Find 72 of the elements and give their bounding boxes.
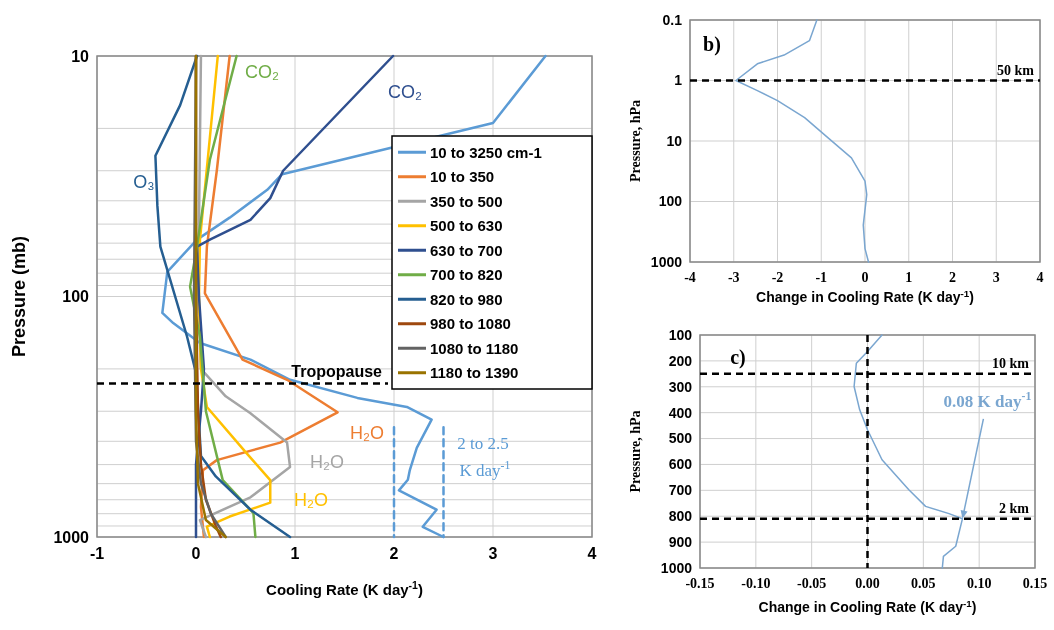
- y-axis-title: Pressure (mb): [9, 235, 29, 358]
- y-tick-label: 700: [668, 482, 693, 499]
- legend-label: 10 to 350: [430, 168, 495, 185]
- legend-label: 630 to 700: [430, 241, 503, 259]
- x-tick-label: -0.05: [797, 576, 827, 591]
- x-tick-label: 2: [389, 545, 399, 562]
- y-axis-title: Pressure, hPa: [628, 410, 643, 493]
- legend-label: 350 to 500: [430, 192, 503, 210]
- annotation: H₂O: [294, 490, 328, 511]
- y-tick-label: 900: [668, 534, 693, 551]
- x-axis-title: Cooling Rate (K day$^{-1}$): [266, 579, 423, 598]
- annotation: H₂O: [350, 423, 384, 444]
- x-tick-label: -2: [771, 270, 784, 285]
- y-axis-title: Pressure, hPa: [628, 100, 643, 182]
- annotation: CO₂: [388, 82, 422, 103]
- y-tick-label: 100: [668, 326, 693, 343]
- annotation: c): [730, 346, 746, 369]
- x-tick-label: 2: [949, 270, 956, 285]
- y-tick-label: 1: [674, 72, 683, 89]
- y-tick-label: 100: [658, 193, 683, 210]
- x-tick-label: 4: [1036, 270, 1044, 285]
- x-tick-label: -4: [684, 270, 696, 285]
- y-tick-label: 600: [668, 456, 693, 473]
- y-tick-label: 10: [666, 132, 683, 149]
- annotation: K day$^{-1}$: [459, 457, 511, 480]
- legend-label: 1080 to 1180: [430, 339, 519, 357]
- ref-line-label: 10 km: [992, 355, 1030, 371]
- legend-label: 700 to 820: [430, 266, 503, 283]
- x-axis-title: Change in Cooling Rate (K day$^{-1}$): [758, 597, 977, 615]
- y-tick-label: 0.1: [662, 11, 683, 28]
- x-tick-label: 1: [905, 270, 913, 285]
- legend-label: 10 to 3250 cm-1: [430, 143, 542, 161]
- x-tick-label: 0.05: [911, 576, 936, 591]
- x-tick-label: 0.10: [966, 576, 992, 591]
- ref-line-label: Tropopause: [291, 363, 383, 381]
- x-tick-label: 1: [290, 545, 300, 562]
- y-tick-label: 10: [71, 47, 90, 65]
- annotation: 2 to 2.5: [457, 433, 509, 453]
- legend-label: 1180 to 1390: [430, 364, 519, 381]
- y-tick-label: 200: [668, 352, 693, 369]
- x-tick-label: -1: [815, 270, 828, 285]
- annotation: H₂O: [310, 452, 344, 473]
- y-tick-label: 400: [668, 404, 693, 421]
- ref-line-label: 2 km: [999, 500, 1030, 516]
- x-tick-label: 3: [488, 545, 498, 562]
- x-tick-label: 0.00: [855, 576, 880, 591]
- x-tick-label: 0: [861, 270, 869, 285]
- x-tick-label: -0.10: [741, 576, 771, 591]
- x-axis-title: Change in Cooling Rate (K day$^{-1}$): [756, 287, 974, 305]
- x-tick-label: -3: [727, 270, 740, 285]
- annotation: O₃: [133, 172, 155, 193]
- annotation: 0.08 K day$^{-1}$: [943, 388, 1032, 411]
- line-series: [735, 19, 870, 263]
- y-tick-label: 800: [668, 508, 693, 525]
- y-tick-label: 100: [62, 288, 90, 306]
- y-tick-label: 1000: [53, 528, 90, 546]
- legend-label: 820 to 980: [430, 290, 503, 308]
- annotation: CO₂: [245, 62, 279, 83]
- x-tick-label: -0.15: [685, 576, 715, 591]
- x-tick-label: -1: [89, 545, 105, 562]
- y-tick-label: 300: [668, 378, 693, 395]
- y-tick-label: 500: [668, 430, 693, 447]
- legend-label: 980 to 1080: [430, 315, 511, 332]
- annotation: b): [703, 33, 721, 56]
- x-tick-label: 3: [992, 270, 1000, 285]
- y-tick-label: 1000: [650, 253, 683, 270]
- x-tick-label: 0.15: [1022, 576, 1048, 591]
- x-tick-label: 4: [587, 545, 597, 562]
- ref-line-label: 50 km: [997, 62, 1035, 78]
- y-tick-label: 1000: [660, 559, 693, 576]
- x-tick-label: 0: [191, 545, 201, 562]
- legend-label: 500 to 630: [430, 217, 503, 234]
